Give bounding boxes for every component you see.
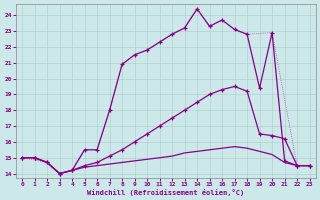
- X-axis label: Windchill (Refroidissement éolien,°C): Windchill (Refroidissement éolien,°C): [87, 189, 244, 196]
